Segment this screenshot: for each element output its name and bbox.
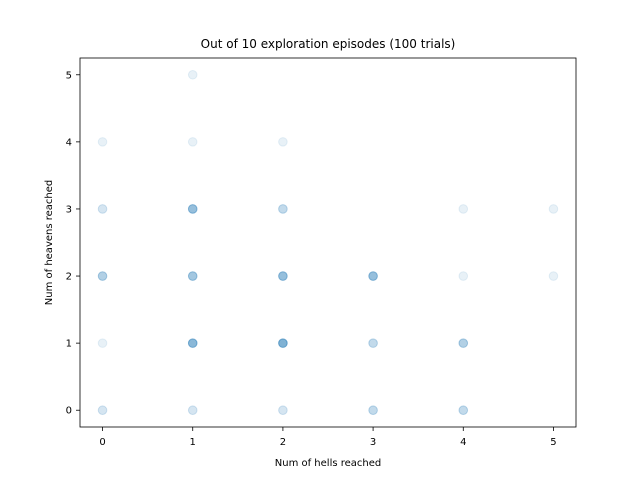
- x-tick-label: 0: [99, 437, 105, 448]
- scatter-point: [278, 204, 288, 214]
- y-tick-label: 1: [66, 339, 72, 350]
- scatter-point: [97, 338, 108, 348]
- scatter-point: [278, 271, 288, 281]
- scatter-point: [548, 204, 559, 214]
- scatter-point: [278, 137, 288, 147]
- scatter-point: [97, 137, 108, 147]
- scatter-point: [278, 405, 288, 416]
- y-tick-label: 0: [66, 406, 72, 417]
- y-tick-label: 4: [66, 137, 72, 148]
- scatter-point: [187, 338, 198, 348]
- chart-title: Out of 10 exploration episodes (100 tria…: [201, 37, 456, 51]
- x-axis-label: Num of hells reached: [275, 458, 382, 469]
- x-tick-label: 4: [460, 437, 466, 448]
- scatter-point: [368, 405, 378, 416]
- scatter-point: [187, 405, 198, 416]
- x-tick-label: 2: [280, 437, 286, 448]
- scatter-point: [278, 338, 288, 348]
- scatter-point: [97, 204, 108, 214]
- scatter-point: [458, 338, 469, 348]
- x-ticks: 0 1 2 3 4 5: [99, 427, 557, 448]
- points-layer: [97, 69, 559, 416]
- y-tick-label: 3: [66, 204, 72, 215]
- scatter-point: [458, 405, 469, 416]
- plot-area-frame: [79, 57, 577, 428]
- scatter-point: [187, 271, 198, 281]
- scatter-point: [548, 271, 559, 281]
- scatter-point: [458, 271, 469, 281]
- scatter-point: [187, 137, 198, 147]
- y-axis-label: Num of heavens reached: [44, 180, 55, 305]
- y-tick-label: 2: [66, 272, 72, 283]
- y-ticks: 0 1 2 3 4 5: [66, 70, 80, 417]
- scatter-point: [187, 69, 198, 80]
- x-tick-label: 3: [370, 437, 376, 448]
- scatter-point: [97, 271, 108, 281]
- x-tick-label: 5: [550, 437, 556, 448]
- x-tick-label: 1: [190, 437, 196, 448]
- scatter-point: [97, 405, 108, 416]
- y-tick-label: 5: [66, 70, 72, 81]
- scatter-point: [368, 271, 378, 281]
- scatter-point: [368, 338, 378, 348]
- scatter-point: [458, 204, 469, 214]
- scatter-point: [187, 204, 198, 214]
